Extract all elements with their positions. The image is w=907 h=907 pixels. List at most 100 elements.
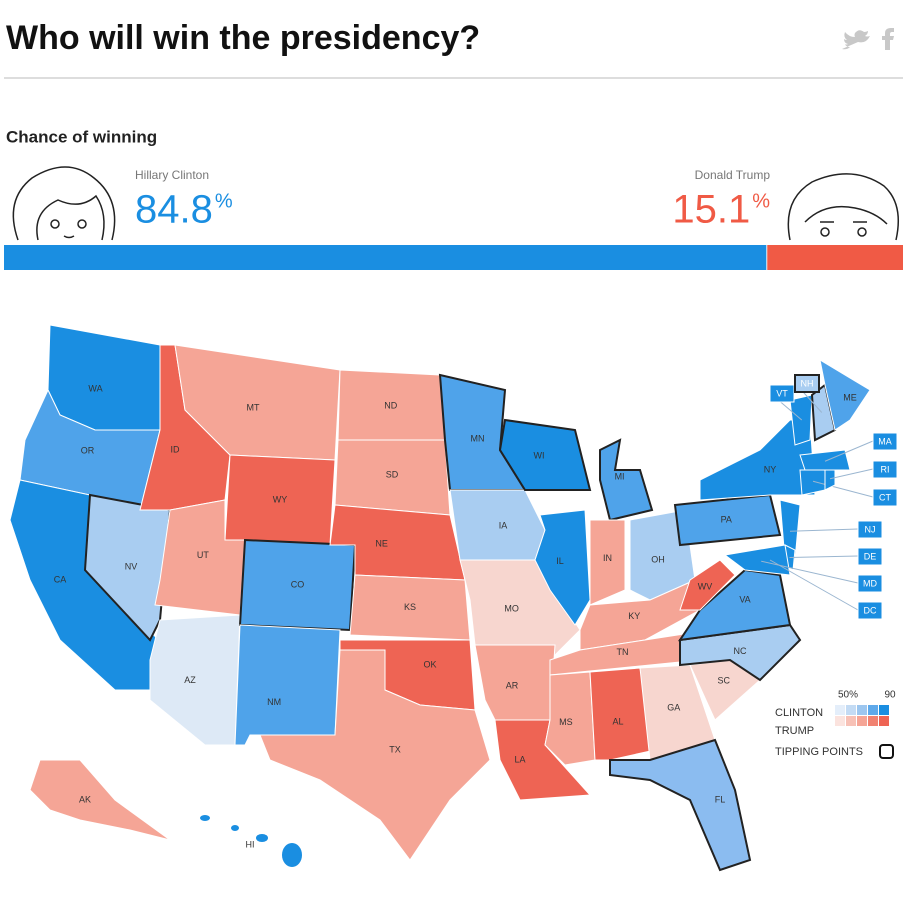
probability-bar (767, 245, 903, 270)
state-label: KY (628, 611, 640, 621)
state-label: MT (247, 402, 260, 412)
state-label: CA (54, 574, 67, 584)
state-label: FL (715, 794, 726, 804)
callout-line (761, 560, 859, 584)
state-label: SD (386, 469, 399, 479)
legend-swatch (868, 705, 878, 715)
state-label: AK (79, 794, 91, 804)
state-label: DE (864, 551, 877, 561)
state-label: WV (698, 581, 713, 591)
state-box (857, 547, 883, 566)
state-label: NE (375, 539, 388, 549)
state-label: IA (499, 520, 508, 530)
callout-line (769, 559, 859, 611)
state-label: WA (88, 384, 102, 394)
state-label: AL (612, 716, 623, 726)
legend-swatch (846, 716, 856, 726)
state (677, 568, 792, 642)
state-label: CT (879, 492, 891, 502)
legend-scale-low: 50% (838, 690, 858, 701)
callout-line (812, 480, 874, 498)
state-box (794, 374, 820, 393)
candidate-percent-unit: % (752, 190, 770, 212)
state-label: NH (801, 378, 814, 388)
state (256, 834, 268, 842)
state-box (857, 574, 883, 593)
state-label: AR (506, 680, 519, 690)
state (673, 493, 782, 547)
state (231, 825, 239, 831)
state-label: MS (559, 717, 573, 727)
state (824, 469, 836, 491)
state-label: MI (615, 472, 625, 482)
state-label: ME (843, 392, 857, 402)
state-label: MA (878, 436, 892, 446)
trump-face (787, 173, 899, 241)
state (449, 489, 546, 561)
state-box (857, 601, 883, 620)
state (259, 649, 491, 861)
clinton-face (12, 166, 116, 241)
state-box (872, 488, 898, 507)
state (47, 324, 161, 431)
share-icons[interactable] (842, 28, 894, 50)
state-label: PA (721, 514, 732, 524)
callout-line (829, 468, 874, 480)
callout-line (789, 555, 859, 558)
state-label: MO (504, 604, 519, 614)
us-map: WA OR CA NV ID MT WY UT AZ CO NM ND SD NE KS OK TX MN IA MO… (9, 324, 898, 872)
state-label: IL (556, 556, 564, 566)
candidate-percent-unit: % (215, 190, 233, 212)
state (723, 544, 791, 576)
state-label: SC (717, 676, 730, 686)
legend-clinton: CLINTON (775, 707, 823, 719)
legend-trump: TRUMP (775, 725, 814, 737)
state (599, 438, 654, 522)
state (200, 815, 210, 821)
candidate-percent: 84.8 (135, 188, 213, 232)
state-label: MD (863, 578, 877, 588)
state-label: KS (404, 602, 416, 612)
legend-swatch (857, 705, 867, 715)
state (819, 358, 871, 431)
state-label: VA (739, 594, 750, 604)
state-label: GA (667, 703, 680, 713)
state-label: AZ (184, 675, 196, 685)
legend-swatch (879, 705, 889, 715)
state (534, 509, 591, 626)
state-label: OK (423, 659, 436, 669)
subtitle: Chance of winning (6, 127, 157, 146)
legend-swatch (868, 716, 878, 726)
state-label: DC (864, 605, 877, 615)
state (29, 759, 171, 841)
legend-swatch (879, 716, 889, 726)
legend-swatch (835, 705, 845, 715)
state (589, 667, 656, 761)
state-label: WY (273, 494, 288, 504)
state-box (857, 520, 883, 539)
probability-bar (4, 245, 767, 270)
state-label: CO (291, 579, 305, 589)
state-label: NJ (865, 524, 876, 534)
state-label: TN (617, 647, 629, 657)
state-label: NC (734, 646, 747, 656)
state-label: TX (389, 744, 401, 754)
legend-tipping: TIPPING POINTS (775, 746, 863, 758)
state-label: RI (881, 464, 890, 474)
legend-swatch (835, 716, 845, 726)
state-label: NM (267, 697, 281, 707)
state-label: OH (651, 554, 665, 564)
state-label: ID (171, 444, 181, 454)
legend-swatch (857, 716, 867, 726)
state-label: HI (246, 839, 255, 849)
state-box (872, 460, 898, 479)
legend-swatch (846, 705, 856, 715)
callout-line (824, 440, 874, 462)
state (234, 624, 341, 746)
candidate-name: Donald Trump (695, 168, 771, 182)
state-box (872, 432, 898, 451)
legend-scale-high: 90 (884, 690, 896, 701)
candidate-percent: 15.1 (672, 188, 750, 232)
state-label: NY (764, 464, 777, 474)
